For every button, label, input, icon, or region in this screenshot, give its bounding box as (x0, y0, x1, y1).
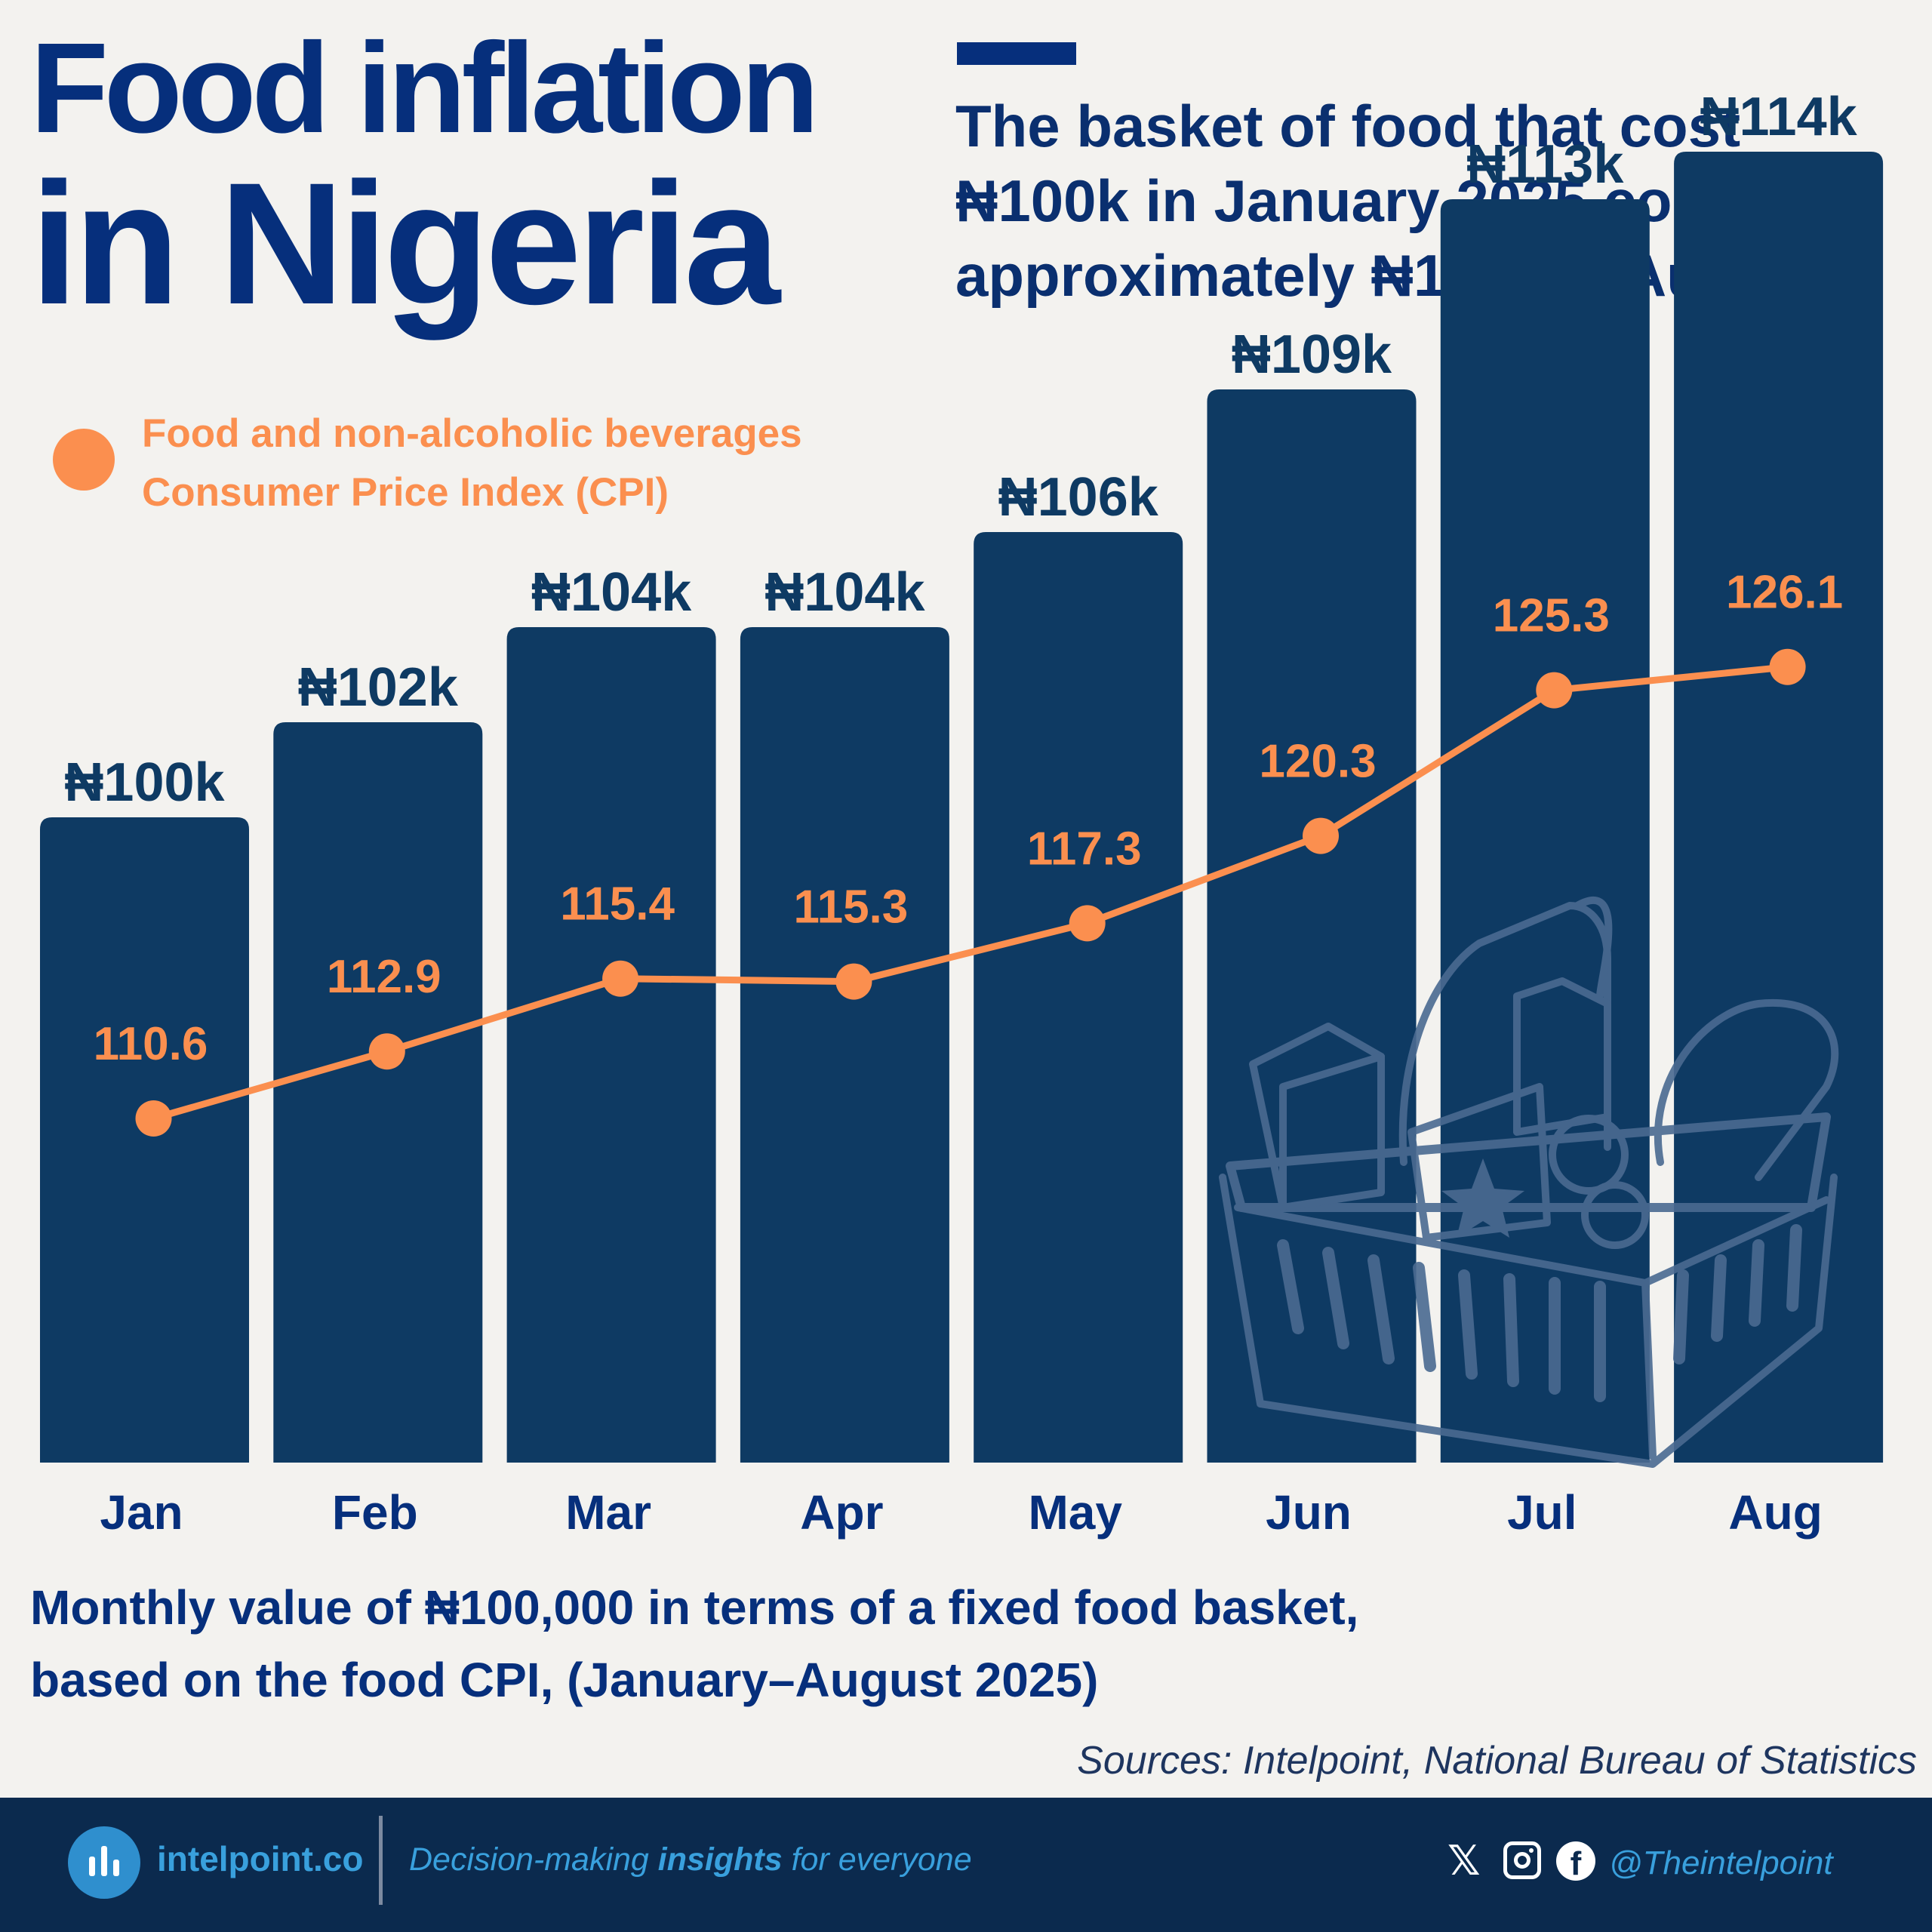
bar-may (974, 532, 1183, 1463)
tagline: Decision-making insights for everyone (409, 1841, 972, 1878)
x-tick-label: Apr (800, 1485, 883, 1540)
cpi-point-apr (835, 963, 872, 1000)
cpi-line (152, 663, 1789, 1122)
cpi-value-label: 120.3 (1259, 736, 1376, 788)
cpi-value-label: 115.3 (794, 881, 909, 934)
cpi-point-jun (1303, 817, 1339, 854)
bar-apr (740, 627, 949, 1463)
title-line-1: Food inflation (30, 17, 820, 160)
bar-labels-group: ₦100k ₦102k ₦104k ₦104k ₦106k ₦109k ₦113k ₦114k (64, 87, 1857, 813)
title-line-2: in Nigeria (30, 146, 780, 340)
bar-value-label: ₦106k (998, 467, 1159, 528)
cpi-value-label: 112.9 (327, 951, 441, 1003)
cpi-point-jul (1536, 672, 1573, 709)
legend-cpi-marker (53, 429, 115, 491)
bar-jul (1440, 199, 1650, 1463)
bar-aug (1674, 152, 1884, 1463)
cpi-value-label: 117.3 (1027, 823, 1142, 875)
x-tick-label: Feb (332, 1485, 418, 1540)
cpi-labels-group: 110.6 112.9 115.4 115.3 117.3 120.3 125.3 126.1 (94, 567, 1844, 1070)
caption-line-2: based on the food CPI, (January–August 2… (30, 1653, 1099, 1707)
bar-value-label: ₦104k (764, 562, 925, 623)
cpi-point-aug (1769, 648, 1806, 685)
site-link[interactable]: intelpoint.co (157, 1839, 364, 1878)
x-tick-label: Aug (1728, 1485, 1822, 1540)
accent-bar (957, 42, 1076, 65)
footer: intelpoint.co Decision-making insights f… (0, 1798, 1932, 1932)
chart-caption: Monthly value of ₦100,000 in terms of a … (30, 1571, 1358, 1716)
cpi-point-mar (602, 960, 639, 997)
sources-note: Sources: Intelpoint, National Bureau of … (1077, 1739, 1917, 1783)
intelpoint-logo-icon (68, 1826, 140, 1899)
tagline-pre: Decision-making (409, 1841, 658, 1878)
subtitle-line-1: The basket of food that cost (955, 93, 1741, 159)
x-tick-label: Jun (1266, 1485, 1352, 1540)
legend-cpi-label: Food and non-alcoholic beverages Consume… (142, 405, 802, 522)
bar-value-label: ₦104k (531, 562, 692, 623)
cpi-point-feb (368, 1033, 405, 1070)
bar-line-chart: ₦100k ₦102k ₦104k ₦104k ₦106k ₦109k ₦113k ₦114k… (40, 87, 1884, 1540)
cpi-points-group (135, 648, 1806, 1137)
bar-value-label: ₦114k (1700, 87, 1857, 147)
cpi-point-may (1069, 905, 1106, 942)
bar-value-label: ₦102k (298, 657, 459, 718)
bar-mar (506, 627, 716, 1463)
cpi-value-label: 126.1 (1726, 567, 1843, 619)
tagline-post: for everyone (782, 1841, 972, 1878)
x-icon[interactable]: 𝕏 (1447, 1838, 1481, 1884)
page-title: Food inflation in Nigeria (30, 17, 820, 340)
cpi-value-label: 110.6 (94, 1018, 208, 1070)
basket-illustration (1219, 896, 1839, 1468)
instagram-icon[interactable] (1503, 1841, 1541, 1879)
facebook-icon[interactable]: f (1556, 1841, 1595, 1881)
bar-value-label: ₦113k (1466, 134, 1624, 195)
footer-divider (379, 1816, 383, 1905)
bar-value-label: ₦109k (1232, 325, 1392, 385)
x-tick-label: Mar (565, 1485, 651, 1540)
bar-value-label: ₦100k (64, 752, 225, 813)
x-tick-label: Jan (100, 1485, 183, 1540)
x-tick-label: Jul (1507, 1485, 1577, 1540)
tagline-bold: insights (657, 1841, 783, 1878)
legend-line-1: Food and non-alcoholic beverages (142, 411, 802, 456)
legend-line-2: Consumer Price Index (CPI) (142, 470, 669, 515)
x-tick-label: May (1028, 1485, 1122, 1540)
bar-feb (273, 722, 483, 1463)
cpi-value-label: 115.4 (560, 878, 675, 931)
cpi-value-label: 125.3 (1493, 590, 1610, 642)
x-axis-labels: Jan Feb Mar Apr May Jun Jul Aug (100, 1485, 1822, 1540)
caption-line-1: Monthly value of ₦100,000 in terms of a … (30, 1580, 1359, 1635)
cpi-point-jan (135, 1100, 172, 1137)
bar-jan (40, 817, 249, 1463)
bars-group (40, 152, 1884, 1463)
social-handle[interactable]: @Theintelpoint (1609, 1844, 1833, 1881)
